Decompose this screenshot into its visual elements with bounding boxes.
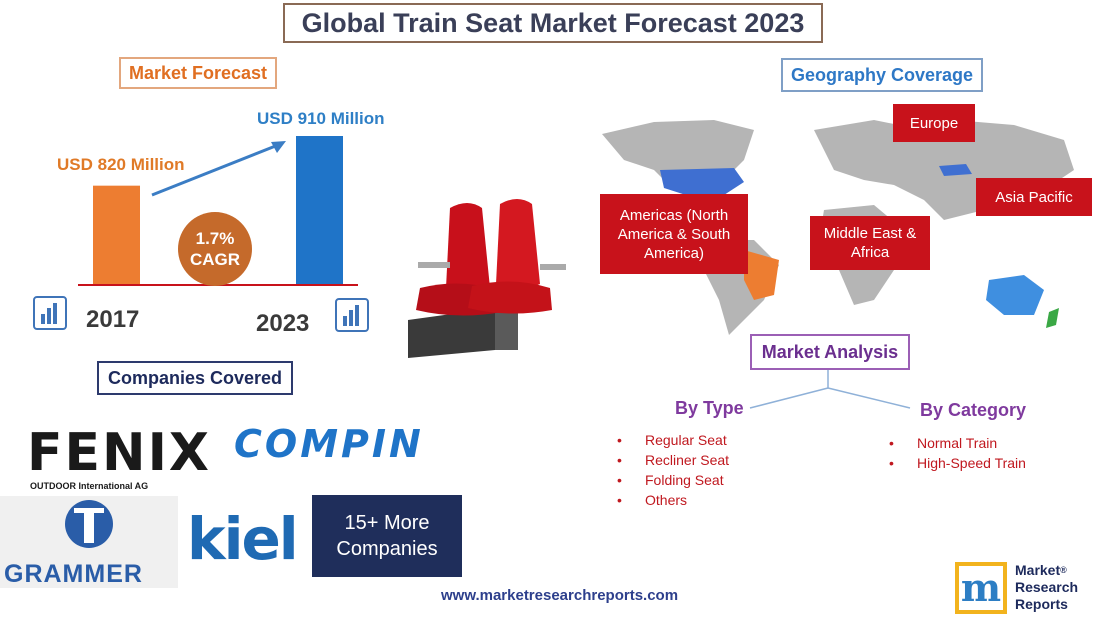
by-category-heading: By Category	[920, 400, 1027, 420]
kiel-logo: kiel	[187, 505, 299, 573]
companies-heading: Companies Covered	[97, 361, 293, 395]
start-value-label: USD 820 Million	[57, 155, 185, 174]
list-item: Normal Train	[889, 433, 1026, 453]
list-item: Recliner Seat	[617, 450, 729, 470]
bar-2017	[93, 185, 140, 285]
brand-logo: m Market® Research Reports	[955, 562, 1085, 618]
list-item: Regular Seat	[617, 430, 729, 450]
region-asia-pacific: Asia Pacific	[976, 178, 1092, 216]
bar-chart-icon	[335, 298, 369, 332]
compin-logo: COMPIN	[234, 422, 424, 466]
train-seat-image	[408, 199, 566, 358]
market-analysis-heading: Market Analysis	[750, 334, 910, 370]
by-category-list: Normal Train High-Speed Train	[889, 433, 1026, 473]
brand-logo-line3: Reports	[1015, 596, 1068, 612]
start-year: 2017	[86, 306, 140, 333]
more-companies-line2: Companies	[336, 538, 438, 560]
by-type-heading: By Type	[675, 398, 744, 418]
fenix-logo-tagline: OUTDOOR International AG	[30, 481, 149, 491]
footer-url[interactable]: www.marketresearchreports.com	[441, 587, 679, 604]
forecast-chart	[78, 136, 358, 286]
region-americas: Americas (North America & South America)	[600, 194, 748, 274]
geography-heading: Geography Coverage	[781, 58, 983, 92]
cagr-label: CAGR	[189, 250, 241, 269]
growth-arrow-head	[271, 141, 286, 153]
more-companies-box: 15+ More Companies	[312, 495, 462, 577]
cagr-badge: 1.7% CAGR	[178, 212, 252, 286]
region-middle-east-africa: Middle East & Africa	[810, 216, 930, 270]
more-companies-line1: 15+ More	[344, 512, 430, 534]
brand-logo-line2: Research	[1015, 579, 1079, 595]
region-europe: Europe	[893, 104, 975, 142]
list-item: Folding Seat	[617, 470, 729, 490]
grammer-logo-text: GRAMMER	[4, 560, 143, 588]
analysis-connector	[749, 370, 911, 409]
page-title: Global Train Seat Market Forecast 2023	[283, 3, 823, 43]
growth-arrow	[151, 143, 279, 197]
end-value-label: USD 910 Million	[257, 109, 385, 128]
grammer-logo: GRAMMER	[0, 496, 178, 588]
by-type-list: Regular Seat Recliner Seat Folding Seat …	[617, 430, 729, 510]
cagr-value: 1.7%	[195, 229, 235, 248]
brand-logo-mark: m	[955, 562, 1007, 614]
list-item: Others	[617, 490, 729, 510]
brand-logo-reg: ®	[1060, 565, 1067, 575]
bar-2023	[296, 136, 343, 285]
list-item: High-Speed Train	[889, 453, 1026, 473]
fenix-logo: FENIX	[27, 423, 212, 483]
brand-logo-line1: Market	[1015, 562, 1061, 578]
bar-chart-icon	[33, 296, 67, 330]
market-forecast-heading: Market Forecast	[119, 57, 277, 89]
end-year: 2023	[256, 310, 310, 337]
